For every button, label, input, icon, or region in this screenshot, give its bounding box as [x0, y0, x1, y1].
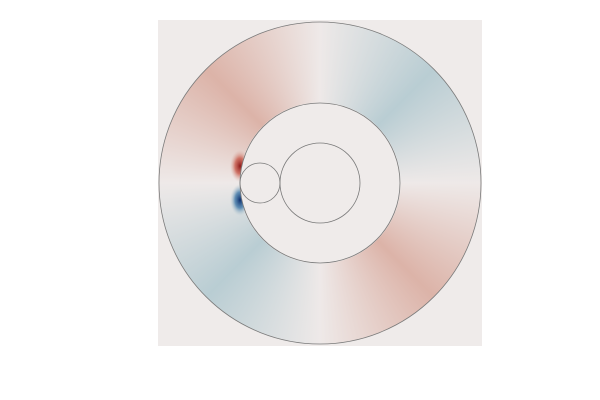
inner-boundary: [239, 102, 401, 264]
small-circle: [239, 162, 281, 204]
outer-boundary: [158, 21, 482, 345]
